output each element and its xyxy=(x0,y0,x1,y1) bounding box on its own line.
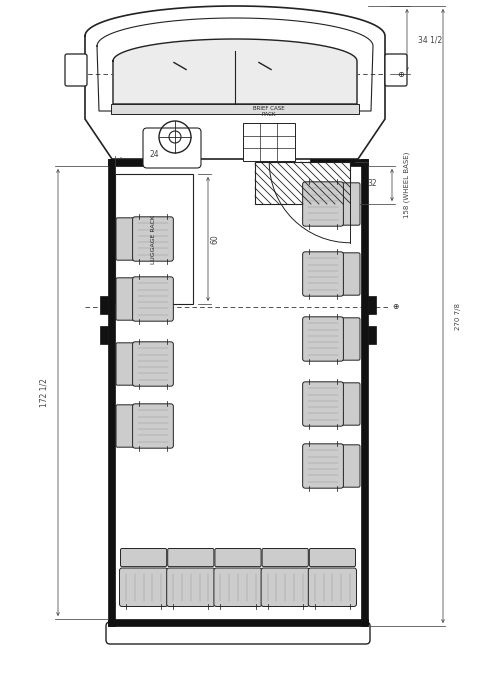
Bar xyxy=(255,162,350,204)
Bar xyxy=(108,159,166,166)
FancyBboxPatch shape xyxy=(132,217,174,261)
FancyBboxPatch shape xyxy=(116,278,134,320)
FancyBboxPatch shape xyxy=(385,54,407,86)
FancyBboxPatch shape xyxy=(106,622,370,644)
Polygon shape xyxy=(113,39,357,104)
Bar xyxy=(111,104,359,114)
Text: 60: 60 xyxy=(210,234,219,244)
FancyBboxPatch shape xyxy=(309,548,356,566)
FancyBboxPatch shape xyxy=(214,568,262,607)
Bar xyxy=(100,296,108,314)
Text: $\oplus$: $\oplus$ xyxy=(392,302,400,311)
FancyBboxPatch shape xyxy=(65,54,87,86)
FancyBboxPatch shape xyxy=(303,444,343,488)
Bar xyxy=(108,159,115,626)
FancyBboxPatch shape xyxy=(342,445,360,487)
FancyBboxPatch shape xyxy=(262,548,308,566)
Text: 32: 32 xyxy=(367,178,377,187)
Bar xyxy=(108,619,368,626)
FancyBboxPatch shape xyxy=(168,548,214,566)
Polygon shape xyxy=(85,6,385,159)
FancyBboxPatch shape xyxy=(143,128,201,168)
FancyBboxPatch shape xyxy=(132,342,174,386)
Bar xyxy=(310,159,368,166)
FancyBboxPatch shape xyxy=(342,253,360,295)
FancyBboxPatch shape xyxy=(308,568,357,607)
FancyBboxPatch shape xyxy=(116,343,134,385)
Bar xyxy=(243,123,295,161)
FancyBboxPatch shape xyxy=(120,548,167,566)
Text: BRIEF CASE
RACK: BRIEF CASE RACK xyxy=(253,105,285,117)
Bar xyxy=(368,326,376,344)
FancyBboxPatch shape xyxy=(342,383,360,425)
FancyBboxPatch shape xyxy=(120,568,168,607)
Bar xyxy=(361,159,368,626)
Text: 172 1/2: 172 1/2 xyxy=(40,378,48,407)
FancyBboxPatch shape xyxy=(303,317,343,361)
Bar xyxy=(115,174,193,304)
FancyBboxPatch shape xyxy=(132,277,174,321)
FancyBboxPatch shape xyxy=(116,218,134,260)
Bar xyxy=(368,296,376,314)
FancyBboxPatch shape xyxy=(215,548,261,566)
Text: LUGGAGE RACK: LUGGAGE RACK xyxy=(152,214,156,264)
FancyBboxPatch shape xyxy=(303,382,343,426)
FancyBboxPatch shape xyxy=(303,182,343,226)
FancyBboxPatch shape xyxy=(116,405,134,447)
FancyBboxPatch shape xyxy=(132,404,174,448)
Text: 34 1/2: 34 1/2 xyxy=(418,35,442,44)
Text: 158 (WHEEL BASE): 158 (WHEEL BASE) xyxy=(404,152,411,218)
Polygon shape xyxy=(97,18,373,111)
FancyBboxPatch shape xyxy=(342,318,360,360)
FancyBboxPatch shape xyxy=(342,183,360,225)
Bar xyxy=(100,326,108,344)
Text: $\oplus$: $\oplus$ xyxy=(397,69,405,78)
FancyBboxPatch shape xyxy=(303,252,343,296)
Text: 24: 24 xyxy=(149,149,159,158)
FancyBboxPatch shape xyxy=(167,568,215,607)
Text: 270 7/8: 270 7/8 xyxy=(455,303,461,330)
FancyBboxPatch shape xyxy=(261,568,309,607)
